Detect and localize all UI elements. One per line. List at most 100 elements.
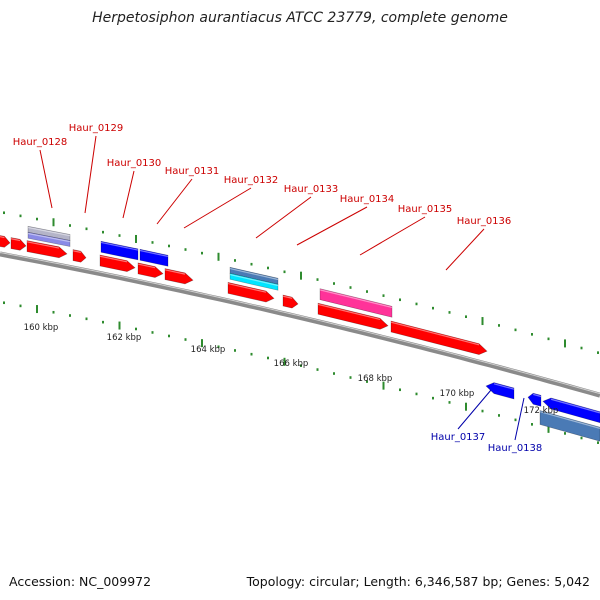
gene-arrow	[282, 294, 299, 309]
gene-leader-line	[39, 149, 53, 209]
gene-leader-line	[514, 397, 525, 441]
minor-tick	[184, 248, 187, 251]
minor-tick	[102, 230, 104, 234]
major-tick	[118, 321, 121, 330]
gene-leader-line	[84, 135, 97, 214]
minor-tick	[448, 401, 451, 404]
gene-leader-line	[296, 206, 368, 246]
minor-tick	[498, 324, 500, 327]
gene-arrow	[27, 231, 71, 247]
minor-tick	[580, 346, 583, 350]
minor-tick	[531, 333, 533, 336]
minor-tick	[366, 290, 368, 293]
minor-tick	[415, 302, 418, 306]
minor-tick	[168, 334, 170, 338]
major-tick	[481, 317, 484, 326]
major-tick	[36, 305, 38, 314]
genome-summary-label: Topology: circular; Length: 6,346,587 bp…	[246, 574, 590, 589]
minor-tick	[250, 352, 253, 356]
minor-tick	[300, 364, 302, 367]
gene-leader-line	[255, 196, 312, 239]
minor-tick	[349, 286, 352, 289]
gene-arrow	[527, 392, 542, 407]
major-tick	[52, 218, 55, 227]
major-tick	[465, 402, 467, 411]
minor-tick	[316, 368, 319, 371]
minor-tick	[267, 266, 269, 270]
genome-backbone-highlight	[0, 252, 600, 395]
minor-tick	[19, 214, 22, 218]
minor-tick	[399, 298, 401, 302]
major-tick	[201, 339, 203, 348]
gene-arrow	[227, 282, 275, 303]
gene-label: Haur_0132	[224, 175, 279, 186]
scale-label: 172 kbp	[524, 406, 559, 416]
minor-tick	[36, 217, 38, 221]
major-tick	[283, 357, 286, 366]
minor-tick	[234, 259, 236, 262]
reverse-tick-row	[3, 301, 599, 444]
minor-tick	[151, 331, 154, 334]
gene-arrow	[100, 240, 139, 261]
gene-label: Haur_0134	[340, 194, 395, 205]
minor-tick	[597, 351, 599, 354]
minor-tick	[217, 345, 220, 349]
minor-tick	[597, 441, 599, 444]
gene-label: Haur_0137	[431, 432, 486, 443]
gene-arrow	[139, 248, 169, 267]
gene-arrow	[539, 410, 600, 442]
major-tick	[564, 339, 566, 348]
minor-tick	[465, 315, 467, 319]
minor-tick	[514, 418, 517, 422]
gene-leader-line	[156, 178, 193, 225]
page-title: Herpetosiphon aurantiacus ATCC 23779, co…	[92, 10, 508, 26]
minor-tick	[415, 392, 418, 396]
minor-tick	[85, 227, 88, 231]
scale-label: 168 kbp	[358, 374, 393, 384]
gene-arrow	[137, 262, 164, 278]
minor-tick	[118, 234, 121, 237]
gene-label: Haur_0131	[165, 166, 220, 177]
gene-leader-line	[445, 228, 485, 271]
minor-tick	[366, 380, 368, 383]
major-tick	[547, 424, 550, 433]
accession-label: Accession: NC_009972	[9, 574, 152, 589]
genome-backbone	[0, 251, 600, 398]
gene-arrow	[99, 254, 136, 272]
gene-arrow	[164, 268, 194, 285]
gene-arrow	[542, 397, 600, 424]
minor-tick	[102, 320, 104, 324]
minor-tick	[283, 270, 286, 274]
scale-label: 160 kbp	[24, 323, 59, 333]
gene-leader-line	[122, 170, 135, 219]
gene-arrow	[10, 237, 27, 251]
major-tick	[217, 252, 220, 261]
forward-tick-row	[3, 211, 599, 354]
minor-tick	[399, 388, 401, 392]
gene-label: Haur_0136	[457, 216, 512, 227]
gene-label: Haur_0138	[488, 443, 543, 454]
minor-tick	[201, 251, 203, 255]
minor-tick	[85, 317, 88, 321]
gene-arrow	[319, 288, 393, 318]
scale-label: 170 kbp	[440, 389, 475, 399]
minor-tick	[564, 432, 566, 435]
minor-tick	[448, 311, 451, 314]
minor-tick	[52, 310, 55, 314]
minor-tick	[514, 328, 517, 332]
gene-label: Haur_0129	[69, 123, 124, 134]
minor-tick	[547, 337, 550, 341]
minor-tick	[184, 338, 187, 341]
minor-tick	[333, 282, 335, 285]
minor-tick	[3, 301, 5, 305]
gene-leader-line	[359, 216, 426, 256]
minor-tick	[69, 224, 71, 227]
minor-tick	[135, 327, 137, 331]
minor-tick	[333, 372, 335, 375]
minor-tick	[3, 211, 5, 215]
gene-arrow	[0, 235, 11, 248]
gene-leader-line	[457, 389, 492, 430]
gene-arrow	[72, 249, 87, 263]
minor-tick	[432, 396, 434, 400]
minor-tick	[69, 314, 71, 317]
